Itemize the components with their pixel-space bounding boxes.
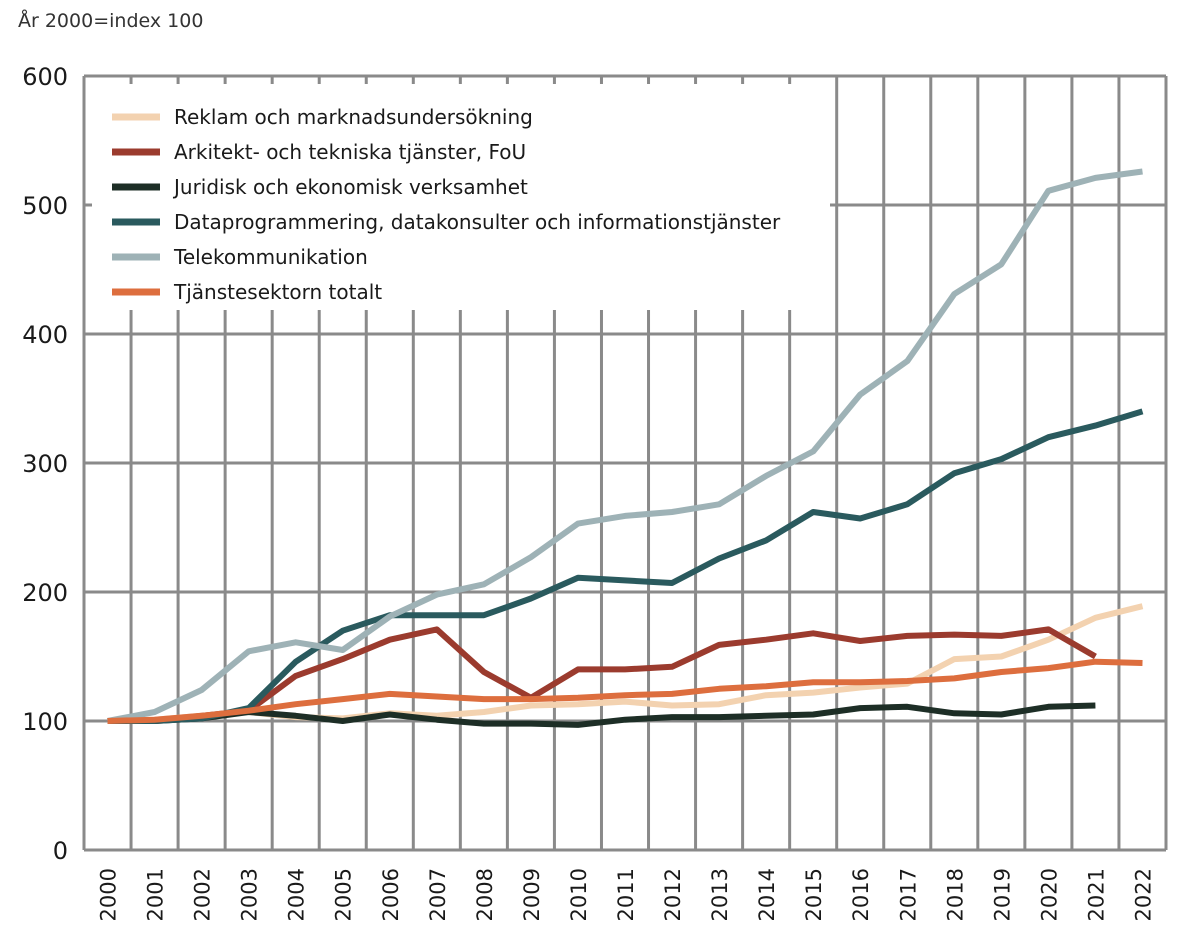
y-axis: 0 100 200 300 400 500 600 bbox=[22, 63, 68, 865]
y-tick-label: 400 bbox=[22, 321, 68, 349]
x-tick-label: 2008 bbox=[473, 868, 497, 921]
x-tick-label: 2005 bbox=[332, 868, 356, 921]
y-tick-label: 200 bbox=[22, 579, 68, 607]
series-line bbox=[107, 658, 1143, 724]
x-tick-label: 2011 bbox=[614, 868, 638, 921]
x-tick-label: 2019 bbox=[990, 868, 1014, 921]
x-tick-label: 2013 bbox=[708, 868, 732, 921]
y-tick-label: 500 bbox=[22, 192, 68, 220]
x-tick-label: 2018 bbox=[943, 868, 967, 921]
x-tick-label: 2022 bbox=[1131, 868, 1155, 921]
x-tick-label: 2020 bbox=[1037, 868, 1061, 921]
y-tick-label: 100 bbox=[22, 708, 68, 736]
x-tick-label: 2017 bbox=[896, 868, 920, 921]
y-tick-label: 300 bbox=[22, 450, 68, 478]
legend-label: Reklam och marknadsundersökning bbox=[174, 105, 533, 129]
series-line bbox=[107, 408, 1144, 724]
legend-label: Tjänstesektorn totalt bbox=[173, 280, 382, 304]
x-tick-label: 2012 bbox=[661, 868, 685, 921]
legend-label: Dataprogrammering, datakonsulter och inf… bbox=[174, 210, 781, 234]
series-line bbox=[107, 702, 1096, 728]
x-tick-label: 2006 bbox=[379, 868, 403, 921]
x-tick-label: 2004 bbox=[285, 868, 309, 921]
x-tick-label: 2000 bbox=[97, 868, 121, 921]
series-line bbox=[107, 626, 1097, 724]
legend-label: Arkitekt- och tekniska tjänster, FoU bbox=[174, 140, 526, 164]
x-tick-label: 2009 bbox=[520, 868, 544, 921]
x-tick-label: 2021 bbox=[1084, 868, 1108, 921]
x-tick-label: 2007 bbox=[426, 868, 450, 921]
x-tick-label: 2014 bbox=[755, 868, 779, 921]
chart-unit-label: År 2000=index 100 bbox=[18, 10, 204, 32]
legend: Reklam och marknadsundersökning Arkitekt-… bbox=[92, 84, 830, 310]
x-tick-label: 2003 bbox=[238, 868, 262, 921]
x-tick-label: 2016 bbox=[849, 868, 873, 921]
legend-label: Telekommunikation bbox=[173, 245, 368, 269]
x-tick-label: 2001 bbox=[144, 868, 168, 921]
x-tick-label: 2010 bbox=[567, 868, 591, 921]
x-axis: 2000 2001 2002 2003 2004 2005 2006 2007 2008 2009… bbox=[97, 868, 1156, 921]
legend-background bbox=[92, 84, 830, 310]
x-tick-label: 2002 bbox=[191, 868, 215, 921]
y-tick-label: 600 bbox=[22, 63, 68, 91]
series-line bbox=[106, 168, 1143, 724]
series-layer bbox=[106, 168, 1144, 728]
legend-label: Juridisk och ekonomisk verksamhet bbox=[172, 175, 528, 199]
x-tick-label: 2015 bbox=[802, 868, 826, 921]
y-tick-label: 0 bbox=[53, 837, 68, 865]
